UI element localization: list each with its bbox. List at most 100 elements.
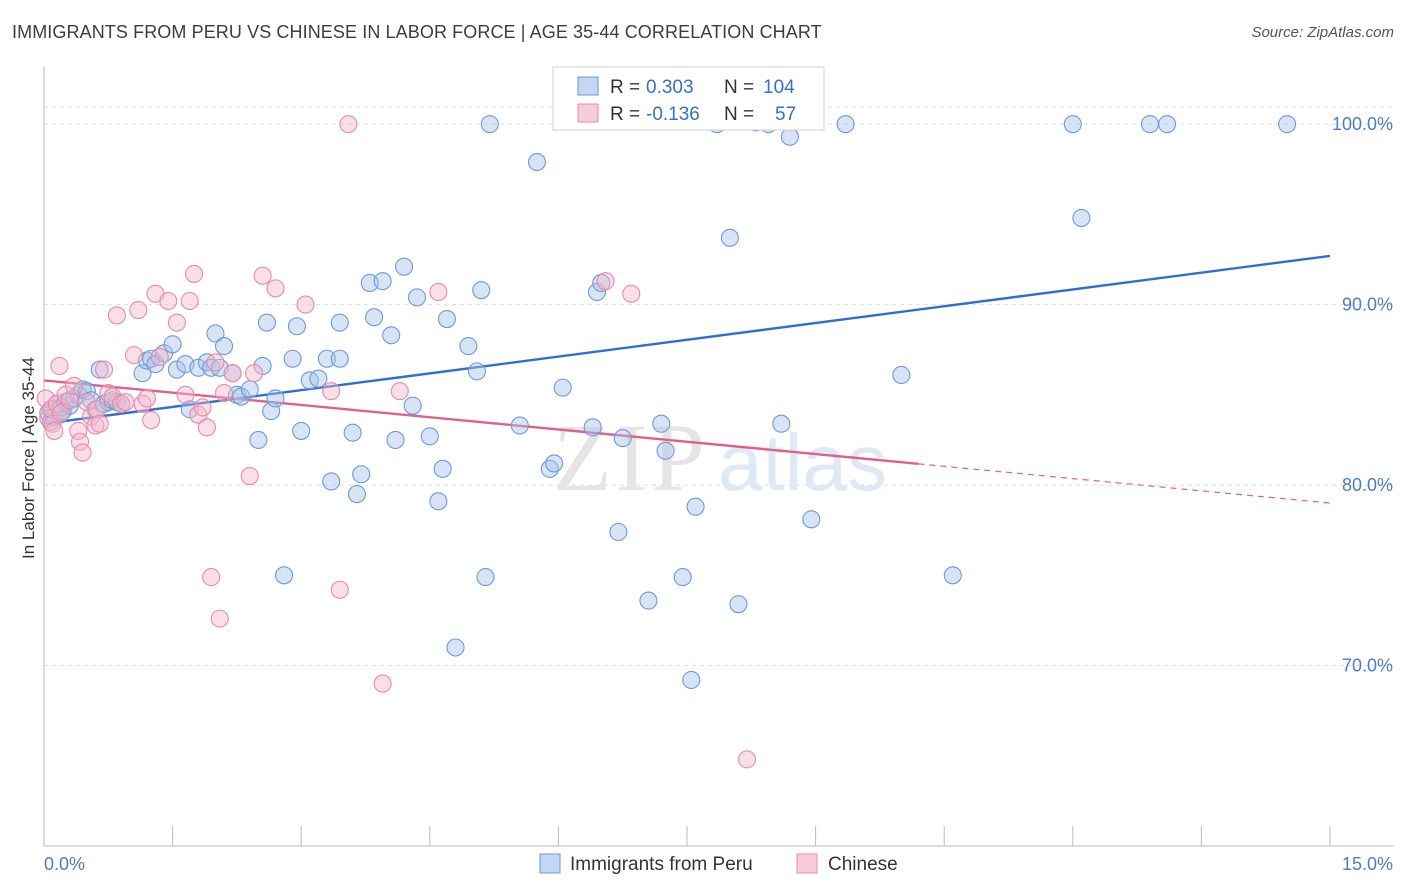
- data-point-blue: [249, 430, 268, 450]
- data-point-blue: [639, 591, 658, 610]
- data-point-pink: [45, 421, 64, 440]
- stats-legend: R = 0.303 N = 104 R = -0.136 N = 57: [552, 66, 825, 131]
- data-point-blue: [1063, 115, 1082, 134]
- data-point-blue: [527, 152, 547, 172]
- data-point-blue: [433, 459, 452, 478]
- data-point-pink: [180, 291, 199, 311]
- data-point-pink: [373, 674, 392, 693]
- legend-r-value-pink: -0.136: [646, 104, 700, 125]
- data-point-blue: [437, 309, 456, 329]
- axes: [43, 66, 1394, 847]
- data-point-blue: [309, 369, 328, 388]
- data-point-pink: [596, 272, 615, 291]
- data-point-blue: [167, 360, 186, 379]
- legend-n-value-pink: 57: [775, 104, 796, 125]
- data-point-blue: [283, 349, 302, 368]
- data-point-blue: [214, 337, 234, 356]
- data-point-blue: [257, 313, 276, 332]
- trend-line-blue: [43, 254, 1331, 425]
- bottom-legend-label-blue: Immigrants from Peru: [570, 854, 753, 875]
- y-tick-label: 100.0%: [1332, 114, 1393, 134]
- data-point-pink: [73, 443, 92, 462]
- data-point-blue: [373, 272, 392, 291]
- data-point-blue: [1072, 208, 1091, 228]
- bottom-legend-swatch-pink: [796, 853, 818, 874]
- data-point-pink: [52, 403, 71, 422]
- data-point-blue: [386, 430, 405, 450]
- data-point-pink: [193, 398, 212, 417]
- data-point-blue: [780, 127, 799, 146]
- data-point-pink: [107, 306, 126, 325]
- data-point-pink: [322, 382, 341, 401]
- data-point-blue: [446, 638, 465, 657]
- bottom-legend-label-pink: Chinese: [828, 854, 898, 875]
- data-point-blue: [510, 416, 529, 435]
- tick-labels: 100.0% 90.0% 80.0% 70.0% 0.0% 15.0%: [44, 114, 1393, 874]
- data-point-pink: [124, 346, 144, 365]
- data-point-blue: [943, 566, 962, 585]
- data-point-blue: [652, 414, 671, 433]
- data-point-pink: [88, 400, 107, 419]
- data-point-blue: [322, 472, 341, 491]
- data-point-pink: [90, 414, 109, 433]
- data-point-blue: [682, 670, 701, 690]
- data-point-pink: [266, 279, 285, 298]
- data-points: [36, 113, 1297, 769]
- data-point-pink: [176, 385, 195, 404]
- data-point-blue: [429, 492, 448, 511]
- data-point-blue: [407, 288, 426, 307]
- data-point-blue: [729, 595, 748, 614]
- data-point-blue: [352, 465, 371, 484]
- data-point-blue: [90, 360, 109, 379]
- legend-r-label-blue: R =: [610, 77, 640, 98]
- series-legend: Immigrants from Peru Chinese: [539, 853, 898, 875]
- data-point-blue: [343, 423, 362, 442]
- data-point-blue: [1140, 115, 1160, 134]
- data-point-blue: [459, 337, 478, 356]
- data-point-blue: [275, 566, 294, 585]
- data-point-pink: [223, 364, 242, 383]
- data-point-pink: [206, 353, 225, 372]
- data-point-blue: [287, 317, 306, 336]
- data-point-blue: [553, 378, 572, 397]
- watermark-zip: ZIP: [553, 404, 709, 511]
- data-point-blue: [673, 568, 692, 587]
- data-point-pink: [129, 300, 148, 320]
- legend-n-label-blue: N =: [724, 77, 754, 98]
- data-point-pink: [184, 264, 204, 283]
- data-point-blue: [545, 454, 564, 473]
- data-point-blue: [720, 228, 739, 247]
- data-point-pink: [330, 580, 349, 599]
- data-point-pink: [94, 360, 114, 379]
- data-point-pink: [296, 295, 315, 314]
- data-point-blue: [163, 335, 182, 354]
- x-tick-label: 15.0%: [1342, 854, 1393, 874]
- data-point-blue: [476, 568, 495, 587]
- data-point-blue: [613, 429, 632, 448]
- legend-r-label-pink: R =: [610, 104, 640, 125]
- data-point-blue: [583, 418, 602, 437]
- data-point-pink: [36, 389, 55, 408]
- data-point-blue: [802, 510, 821, 529]
- data-point-blue: [330, 349, 349, 368]
- data-point-pink: [142, 411, 161, 430]
- y-tick-label: 90.0%: [1342, 295, 1393, 315]
- data-point-pink: [116, 393, 135, 412]
- data-point-blue: [317, 349, 336, 368]
- data-point-pink: [244, 364, 264, 383]
- data-point-pink: [339, 115, 358, 134]
- legend-n-value-blue: 104: [763, 77, 795, 98]
- data-point-blue: [656, 441, 675, 460]
- legend-n-label-pink: N =: [724, 104, 754, 125]
- data-point-blue: [892, 365, 911, 385]
- legend-r-value-blue: 0.303: [646, 77, 694, 98]
- data-point-pink: [210, 609, 229, 628]
- data-point-blue: [480, 115, 499, 134]
- data-point-blue: [382, 326, 401, 345]
- data-point-pink: [150, 347, 169, 366]
- data-point-blue: [609, 522, 628, 542]
- data-point-pink: [202, 568, 221, 587]
- data-point-blue: [365, 308, 384, 327]
- data-point-pink: [70, 432, 90, 451]
